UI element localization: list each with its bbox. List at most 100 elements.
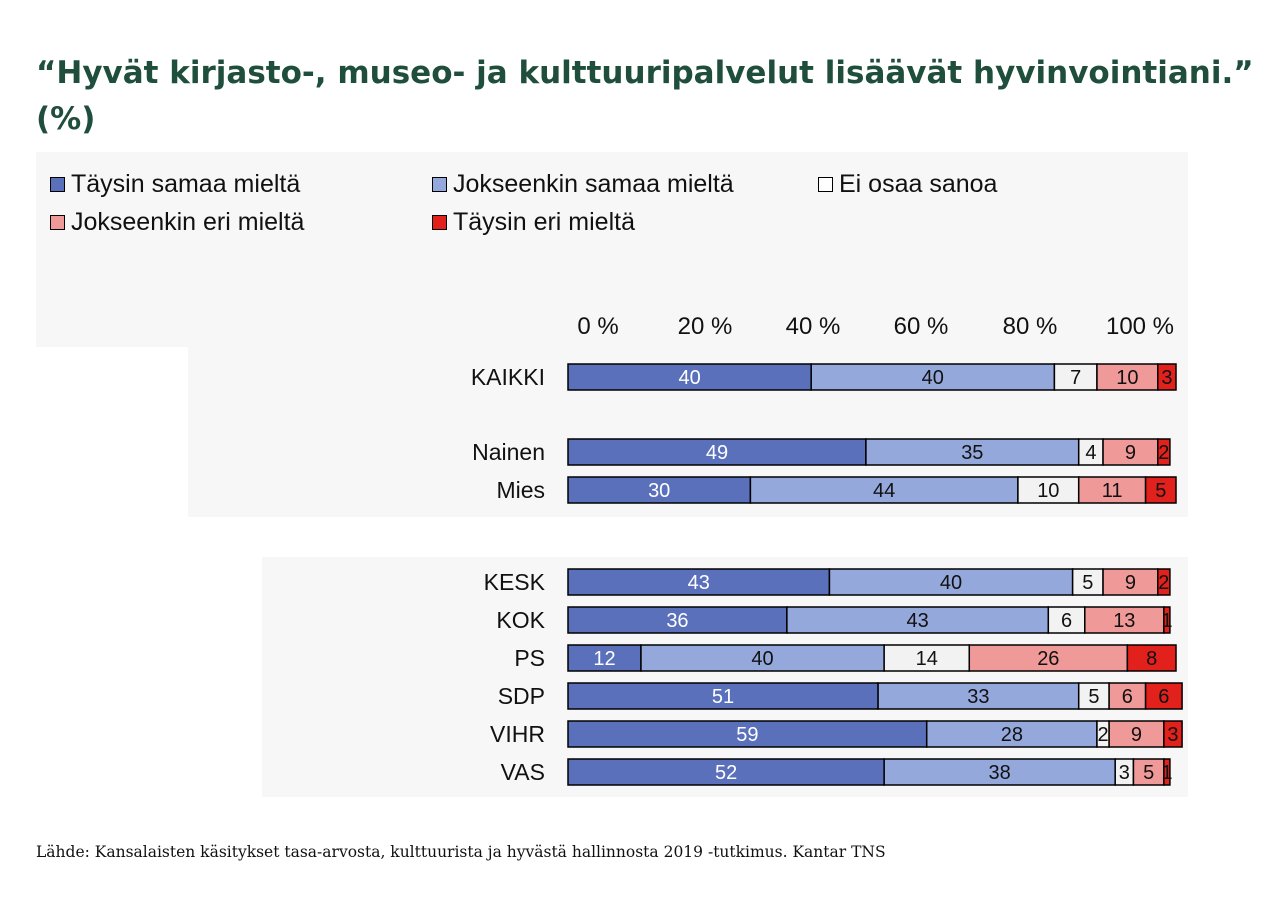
bar-segment xyxy=(1077,438,1104,466)
data-label: 7 xyxy=(1070,367,1081,389)
bar-segment xyxy=(567,682,879,710)
legend-swatch-icon xyxy=(50,215,65,230)
legend-item-1: Täysin samaa mieltä xyxy=(50,170,300,199)
category-label: SDP xyxy=(498,683,545,709)
x-tick-label: 0 % xyxy=(577,313,618,340)
bar-segment xyxy=(1157,363,1177,391)
category-label: KAIKKI xyxy=(471,364,545,390)
bar-segment xyxy=(1163,606,1171,634)
data-label: 2 xyxy=(1158,442,1169,464)
legend-item-4: Jokseenkin eri mieltä xyxy=(50,208,304,237)
legend-swatch-icon xyxy=(818,177,833,192)
data-label: 12 xyxy=(593,648,615,670)
data-label: 59 xyxy=(736,724,758,746)
legend-swatch-icon xyxy=(50,177,65,192)
data-label: 38 xyxy=(989,762,1011,784)
data-label: 40 xyxy=(751,648,773,670)
data-label: 13 xyxy=(1113,610,1135,632)
legend-item-5: Täysin eri mieltä xyxy=(432,208,635,237)
bar-segment xyxy=(1102,438,1159,466)
data-label: 5 xyxy=(1155,480,1166,502)
chart-title: “Hyvät kirjasto-, museo- ja kulttuuripal… xyxy=(36,55,1254,137)
data-label: 51 xyxy=(712,686,734,708)
data-label: 2 xyxy=(1097,724,1108,746)
bar-segment xyxy=(1053,363,1098,391)
bar-segment xyxy=(567,720,928,748)
data-label: 5 xyxy=(1143,762,1154,784)
bar-segment xyxy=(828,568,1074,596)
bar-segment xyxy=(567,606,788,634)
category-label: VIHR xyxy=(490,721,545,747)
category-label: Nainen xyxy=(472,439,545,465)
data-label: 49 xyxy=(706,442,728,464)
data-label: 35 xyxy=(961,442,983,464)
bar-segment xyxy=(1017,476,1080,504)
bar-segment xyxy=(1084,606,1165,634)
legend-panel xyxy=(36,152,1188,347)
bar-segment xyxy=(925,720,1098,748)
legend-label: Ei osaa sanoa xyxy=(839,170,998,198)
bar-segment xyxy=(877,682,1080,710)
data-label: 6 xyxy=(1158,686,1169,708)
bar-segment xyxy=(1077,682,1110,710)
bar-segment xyxy=(1096,363,1159,391)
legend-label: Jokseenkin samaa mieltä xyxy=(453,170,734,198)
data-label: 1 xyxy=(1161,762,1172,784)
data-label: 6 xyxy=(1061,610,1072,632)
data-label: 9 xyxy=(1125,442,1136,464)
legend-label: Täysin samaa mieltä xyxy=(71,170,301,198)
data-label: 8 xyxy=(1146,648,1157,670)
data-label: 43 xyxy=(906,610,928,632)
data-label: 5 xyxy=(1088,686,1099,708)
category-label: PS xyxy=(514,645,545,671)
data-label: 9 xyxy=(1131,724,1142,746)
bar-segment xyxy=(1047,606,1086,634)
data-label: 10 xyxy=(1116,367,1138,389)
data-label: 40 xyxy=(922,367,944,389)
bar-segment xyxy=(1144,682,1183,710)
data-label: 44 xyxy=(873,480,895,502)
bar-segment xyxy=(810,363,1056,391)
data-label: 3 xyxy=(1167,724,1178,746)
bar-segment xyxy=(883,644,971,672)
group-panel-parties xyxy=(262,557,1188,797)
legend-item-3: Ei osaa sanoa xyxy=(818,170,997,199)
legend-item-2: Jokseenkin samaa mieltä xyxy=(432,170,734,199)
legend-label: Täysin eri mieltä xyxy=(453,208,635,236)
data-label: 2 xyxy=(1158,572,1169,594)
bar-segment xyxy=(567,758,885,786)
bar-segment xyxy=(865,438,1080,466)
bar-segment xyxy=(1144,476,1177,504)
bar-segment xyxy=(567,644,642,672)
x-tick-label: 20 % xyxy=(678,313,733,340)
data-label: 26 xyxy=(1037,648,1059,670)
data-label: 28 xyxy=(1001,724,1023,746)
data-label: 5 xyxy=(1082,572,1093,594)
bar-segment xyxy=(1163,720,1183,748)
x-tick-label: 80 % xyxy=(1003,313,1058,340)
data-label: 3 xyxy=(1161,367,1172,389)
data-label: 52 xyxy=(715,762,737,784)
data-label: 3 xyxy=(1119,762,1130,784)
category-label: KOK xyxy=(496,607,545,633)
legend-swatch-icon xyxy=(432,215,447,230)
data-label: 14 xyxy=(916,648,938,670)
data-label: 40 xyxy=(940,572,962,594)
legend-swatch-icon xyxy=(432,177,447,192)
data-label: 9 xyxy=(1125,572,1136,594)
bar-segment xyxy=(1157,568,1171,596)
bar-segment xyxy=(786,606,1050,634)
x-tick-label: 40 % xyxy=(786,313,841,340)
data-label: 11 xyxy=(1102,480,1123,502)
bar-segment xyxy=(567,363,812,391)
bar-segment xyxy=(1163,758,1171,786)
data-label: 43 xyxy=(688,572,710,594)
category-label: VAS xyxy=(501,759,545,785)
bar-segment xyxy=(1126,644,1177,672)
bar-segment xyxy=(567,476,752,504)
data-label: 1 xyxy=(1161,610,1172,632)
category-label: KESK xyxy=(484,569,546,595)
data-label: 6 xyxy=(1122,686,1133,708)
data-label: 33 xyxy=(967,686,989,708)
